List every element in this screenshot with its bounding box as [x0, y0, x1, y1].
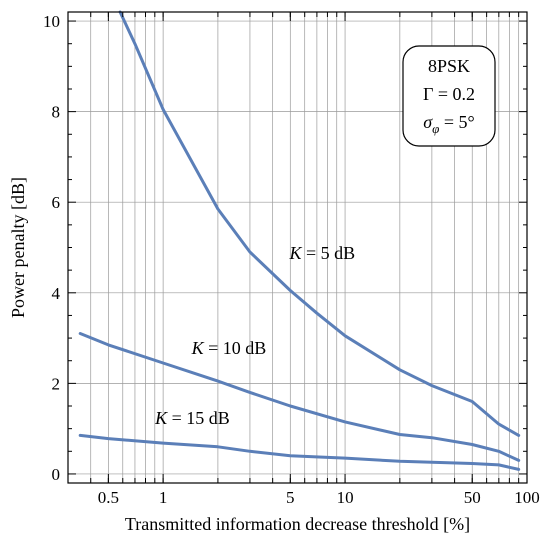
x-tick-label: 100: [514, 488, 540, 507]
y-tick-label: 10: [43, 12, 60, 31]
x-tick-label: 10: [337, 488, 354, 507]
parameter-sigma: σφ = 5°: [423, 112, 474, 136]
series-label-value: = 10 dB: [204, 338, 267, 358]
parameter-box: 8PSK Γ = 0.2 σφ = 5°: [402, 45, 496, 147]
sigma-value: = 5°: [439, 112, 474, 132]
gamma-value: = 0.2: [433, 84, 475, 104]
series-line-2: [78, 332, 521, 462]
gamma-symbol: Γ: [423, 84, 433, 104]
parameter-modulation: 8PSK: [428, 56, 470, 76]
series-label-symbol: K: [191, 338, 205, 358]
series-label-value: = 5 dB: [302, 243, 356, 263]
tick-labels: 0 2 4 6 8 10 0.5 1 5 10 50 100: [43, 12, 540, 507]
series-label-symbol: K: [288, 243, 302, 263]
x-tick-label: 5: [286, 488, 295, 507]
series-label-1: K = 5 dB: [288, 243, 355, 263]
y-tick-label: 8: [52, 103, 61, 122]
axis-ticks: [67, 12, 528, 483]
sigma-subscript: φ: [432, 121, 439, 136]
series-label-2: K = 10 dB: [191, 338, 267, 358]
series-label-3: K = 15 dB: [154, 408, 230, 428]
x-tick-label: 0.5: [98, 488, 119, 507]
series-label-symbol: K: [154, 408, 168, 428]
y-tick-label: 2: [52, 374, 61, 393]
sigma-symbol: σ: [423, 112, 433, 132]
parameter-box-frame: [402, 45, 496, 147]
y-tick-label: 6: [52, 193, 61, 212]
series-annotations: K = 5 dBK = 10 dBK = 15 dB: [154, 243, 355, 428]
x-tick-label: 50: [464, 488, 481, 507]
series-line-1: [118, 10, 521, 437]
grid: [67, 12, 527, 483]
x-tick-label: 1: [159, 488, 168, 507]
parameter-gamma: Γ = 0.2: [423, 84, 475, 104]
y-tick-label: 0: [52, 465, 61, 484]
series-label-value: = 15 dB: [167, 408, 230, 428]
series-lines: [78, 10, 521, 471]
x-axis-title: Transmitted information decrease thresho…: [125, 514, 470, 534]
y-axis-title: Power penalty [dB]: [8, 177, 28, 318]
y-tick-label: 4: [52, 284, 61, 303]
series-line-3: [78, 433, 521, 471]
